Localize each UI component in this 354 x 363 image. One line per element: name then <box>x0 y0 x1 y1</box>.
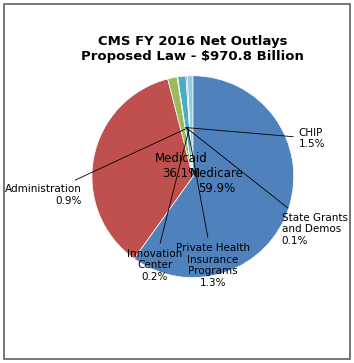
Wedge shape <box>186 76 193 177</box>
Text: State Grants
and Demos
0.1%: State Grants and Demos 0.1% <box>187 129 348 246</box>
Title: CMS FY 2016 Net Outlays
Proposed Law - $970.8 Billion: CMS FY 2016 Net Outlays Proposed Law - $… <box>81 34 304 62</box>
Text: Medicare
59.9%: Medicare 59.9% <box>190 167 244 195</box>
Wedge shape <box>178 76 193 177</box>
Wedge shape <box>187 76 193 177</box>
Wedge shape <box>177 77 193 177</box>
Wedge shape <box>92 79 193 259</box>
Wedge shape <box>168 77 193 177</box>
Text: Administration
0.9%: Administration 0.9% <box>5 127 189 205</box>
Text: Private Health
Insurance
Programs
1.3%: Private Health Insurance Programs 1.3% <box>176 129 250 288</box>
Text: Innovation
Center
0.2%: Innovation Center 0.2% <box>127 129 189 282</box>
Text: Medicaid
36.1%: Medicaid 36.1% <box>155 152 208 180</box>
Text: CHIP
1.5%: CHIP 1.5% <box>185 127 325 149</box>
Wedge shape <box>134 76 294 278</box>
